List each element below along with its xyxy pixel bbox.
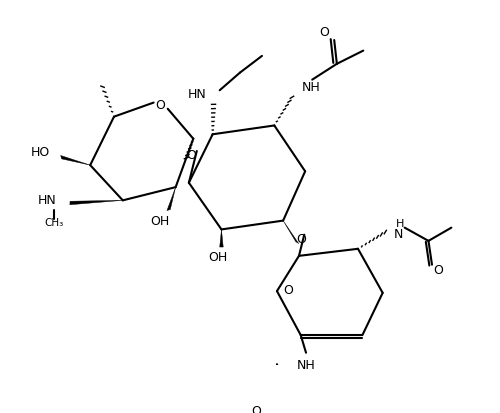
Polygon shape	[283, 221, 298, 244]
Polygon shape	[167, 188, 175, 211]
Polygon shape	[60, 156, 90, 166]
Text: N: N	[394, 228, 404, 241]
Text: HN: HN	[188, 88, 206, 101]
Text: O: O	[251, 404, 261, 413]
Text: NH: NH	[296, 358, 316, 371]
Text: OH: OH	[150, 215, 170, 228]
Text: O: O	[284, 283, 294, 296]
Text: HN: HN	[38, 194, 56, 206]
Text: O: O	[433, 264, 443, 277]
Text: O: O	[186, 149, 196, 161]
Text: H: H	[396, 219, 404, 229]
Text: CH₃: CH₃	[44, 218, 64, 228]
Text: O: O	[156, 99, 166, 112]
Polygon shape	[70, 201, 123, 205]
Text: O: O	[296, 232, 306, 245]
Text: NH: NH	[302, 81, 320, 94]
Text: OH: OH	[208, 251, 228, 263]
Polygon shape	[220, 230, 223, 247]
Text: O: O	[320, 26, 330, 39]
Text: HO: HO	[30, 146, 50, 159]
